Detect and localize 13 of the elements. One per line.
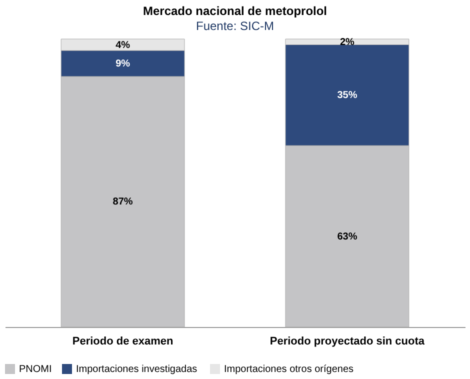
x-tick-label: Periodo proyectado sin cuota xyxy=(270,336,426,348)
data-label: 35% xyxy=(337,90,358,102)
legend-label: Importaciones investigadas xyxy=(76,364,198,375)
data-label: 2% xyxy=(340,36,355,48)
data-label: 9% xyxy=(116,58,130,70)
source-note: Fuente: SIC-M xyxy=(196,18,274,33)
data-label: 63% xyxy=(337,231,358,242)
x-tick-label: Periodo de examen xyxy=(72,336,174,348)
data-label: 87% xyxy=(112,196,133,208)
data-label: 4% xyxy=(116,40,130,51)
legend-label: Importaciones otros orígenes xyxy=(224,364,354,375)
legend-label: PNOMI xyxy=(19,364,52,375)
chart-title: Mercado nacional de metoprolol xyxy=(142,4,328,18)
